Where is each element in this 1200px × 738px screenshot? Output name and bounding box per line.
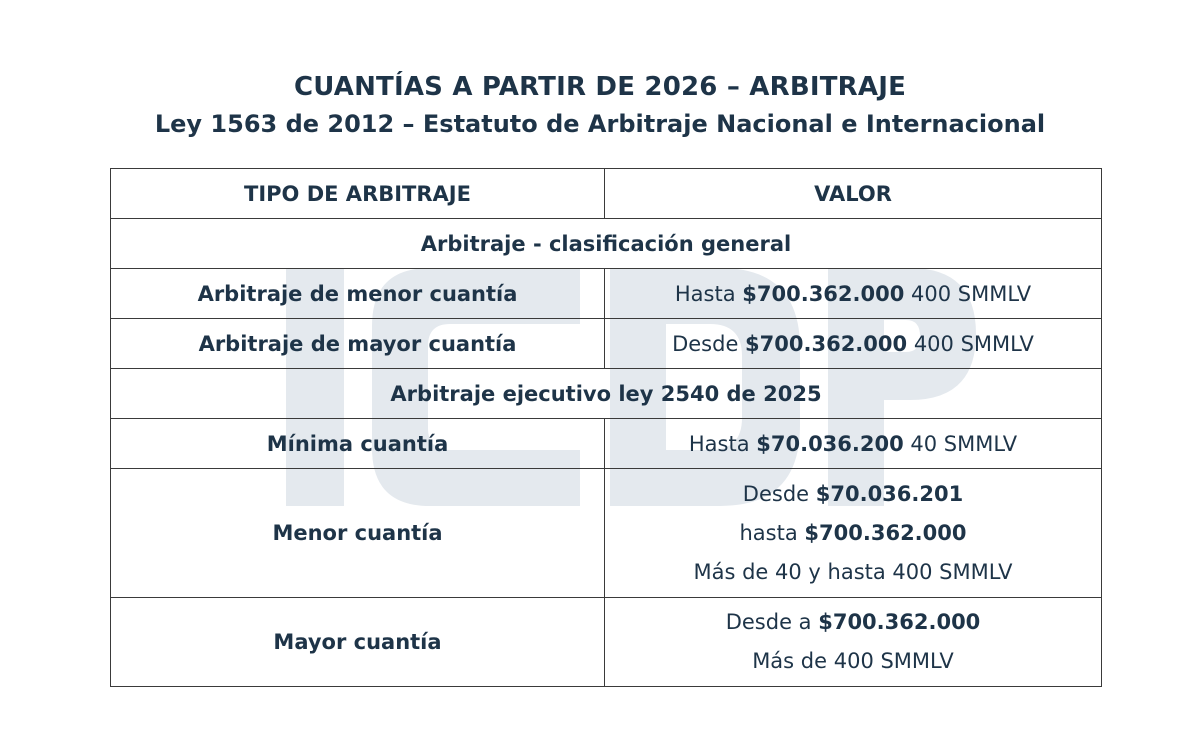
row-valor: Desde a $700.362.000 Más de 400 SMMLV xyxy=(604,597,1102,687)
table-header-row: TIPO DE ARBITRAJE VALOR xyxy=(110,168,1102,219)
valor-amount: $700.362.000 xyxy=(818,610,981,634)
page-subtitle: Ley 1563 de 2012 – Estatuto de Arbitraje… xyxy=(154,110,1046,138)
valor-line: Más de 400 SMMLV xyxy=(752,649,954,673)
row-tipo: Mínima cuantía xyxy=(110,418,605,469)
valor-line: Desde a $700.362.000 xyxy=(605,603,1101,642)
valor-line: Más de 40 y hasta 400 SMMLV xyxy=(693,559,1013,584)
section-label-general: Arbitraje - clasificación general xyxy=(110,218,1102,269)
column-header-valor: VALOR xyxy=(604,168,1102,219)
valor-suffix: 400 SMMLV xyxy=(911,281,1032,306)
row-tipo: Menor cuantía xyxy=(110,468,605,598)
valor-prefix: Hasta xyxy=(688,431,750,456)
table-row: Mínima cuantía Hasta $70.036.200 40 SMML… xyxy=(110,418,1102,469)
row-valor: Desde $70.036.201 hasta $700.362.000 Más… xyxy=(604,468,1102,598)
valor-prefix: hasta xyxy=(739,520,798,545)
valor-line: Desde $70.036.201 xyxy=(605,475,1101,514)
valor-amount: $700.362.000 xyxy=(804,520,967,545)
row-valor: Hasta $700.362.000 400 SMMLV xyxy=(604,268,1102,319)
valor-amount: $70.036.201 xyxy=(815,481,964,506)
row-tipo: Mayor cuantía xyxy=(110,597,605,687)
row-valor: Hasta $70.036.200 40 SMMLV xyxy=(604,418,1102,469)
valor-line: hasta $700.362.000 xyxy=(605,514,1101,553)
table-row: Menor cuantía Desde $70.036.201 hasta $7… xyxy=(110,468,1102,598)
table-row: Arbitraje de mayor cuantía Desde $700.36… xyxy=(110,318,1102,369)
valor-prefix: Desde xyxy=(742,481,810,506)
page-title: CUANTÍAS A PARTIR DE 2026 – ARBITRAJE xyxy=(293,72,907,102)
row-tipo: Arbitraje de menor cuantía xyxy=(110,268,605,319)
row-valor: Desde $700.362.000 400 SMMLV xyxy=(604,318,1102,369)
valor-suffix: 40 SMMLV xyxy=(910,431,1018,456)
valor-amount: $700.362.000 xyxy=(742,281,905,306)
section-label-ejecutivo: Arbitraje ejecutivo ley 2540 de 2025 xyxy=(110,368,1102,419)
valor-prefix: Hasta xyxy=(674,281,736,306)
section-row-ejecutivo: Arbitraje ejecutivo ley 2540 de 2025 xyxy=(110,368,1102,419)
valor-suffix: 400 SMMLV xyxy=(913,331,1034,356)
valor-amount: $700.362.000 xyxy=(745,331,908,356)
column-header-tipo: TIPO DE ARBITRAJE xyxy=(110,168,605,219)
section-row-general: Arbitraje - clasificación general xyxy=(110,218,1102,269)
valor-amount: $70.036.200 xyxy=(756,431,904,456)
valor-prefix: Desde a xyxy=(725,610,812,634)
row-tipo: Arbitraje de mayor cuantía xyxy=(110,318,605,369)
valor-prefix: Desde xyxy=(672,331,739,356)
cuantias-table: TIPO DE ARBITRAJE VALOR Arbitraje - clas… xyxy=(110,168,1102,687)
table-row: Mayor cuantía Desde a $700.362.000 Más d… xyxy=(110,597,1102,687)
table-row: Arbitraje de menor cuantía Hasta $700.36… xyxy=(110,268,1102,319)
